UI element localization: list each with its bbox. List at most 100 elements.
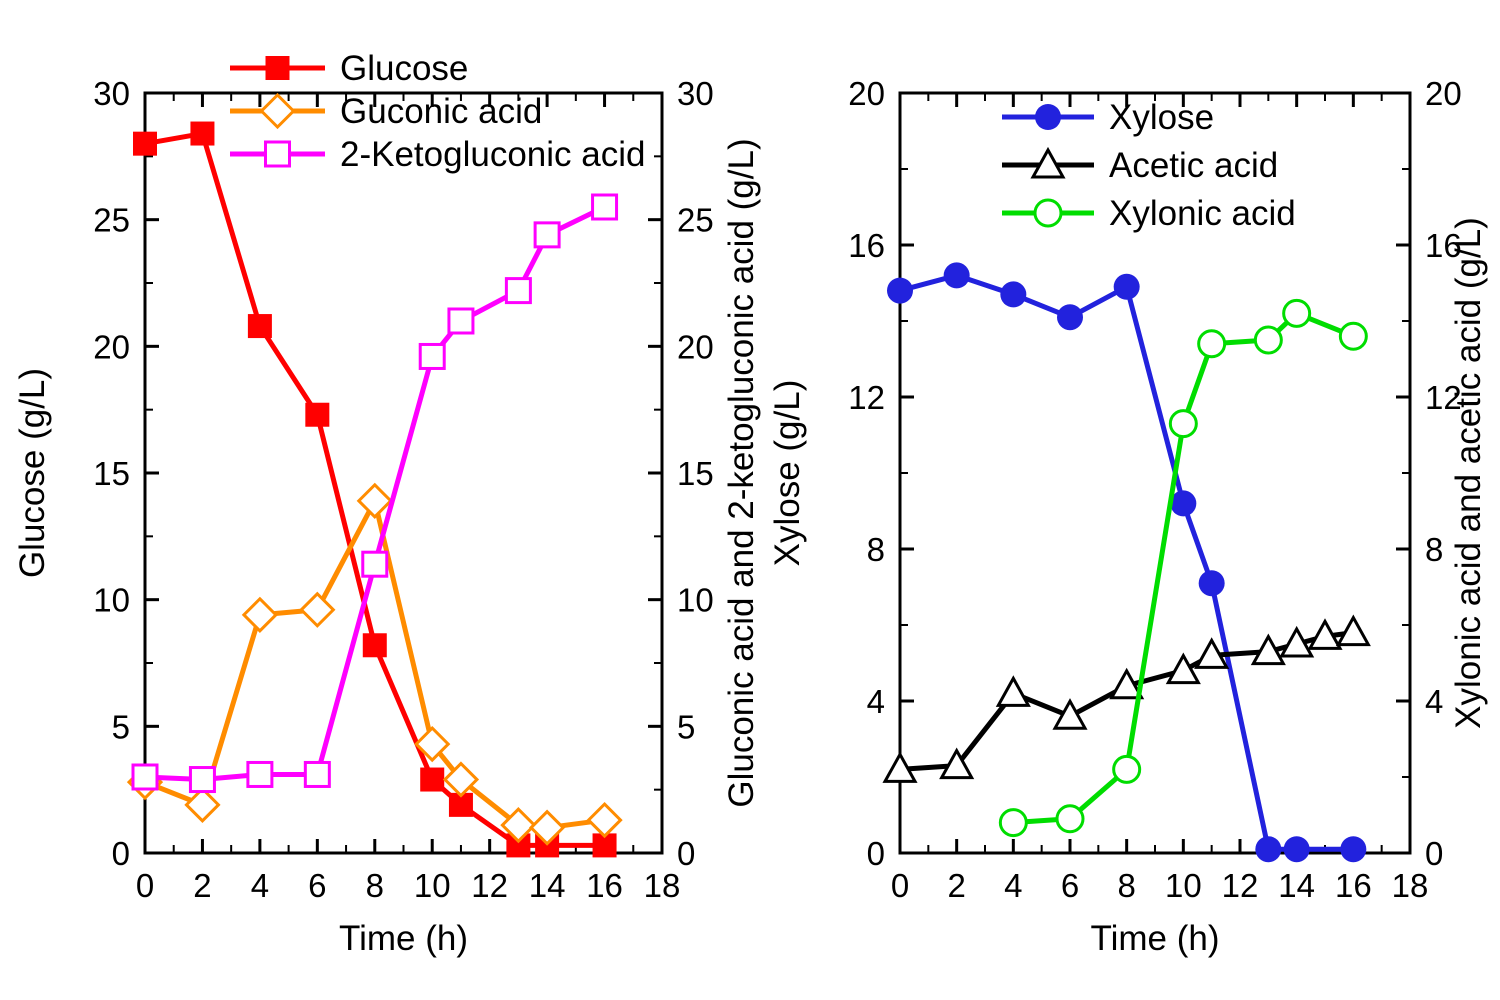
marker-triangle-open — [1109, 667, 1145, 700]
x-tick-label: 16 — [586, 867, 623, 904]
marker-square-filled — [247, 314, 272, 339]
marker-square-open — [131, 763, 159, 791]
legend-label: Glucose — [340, 49, 468, 88]
y-axis-title-right: Xylonic acid and acetic acid (g/L) — [1449, 217, 1488, 729]
marker-circle-open — [998, 808, 1028, 838]
marker-diamond-open — [259, 92, 296, 130]
series-line — [1010, 310, 1356, 826]
marker-square-filled — [133, 131, 157, 156]
marker-circle-filled — [1035, 104, 1061, 130]
y-tick-label-left: 10 — [93, 582, 130, 619]
marker-diamond-open — [299, 591, 336, 628]
y-tick-label-right: 20 — [677, 328, 714, 365]
series-line — [897, 272, 1356, 852]
marker-square-open — [303, 760, 331, 788]
marker-circle-open — [1168, 409, 1198, 439]
legend-item-2-ketogluconic-acid: 2-Ketogluconic acid — [230, 135, 645, 174]
marker-square-filled — [362, 633, 387, 658]
x-tick-label: 0 — [136, 867, 154, 904]
marker-circle-filled — [1000, 281, 1027, 308]
y-tick-label-left: 8 — [867, 531, 885, 568]
y-tick-label-right: 30 — [677, 75, 714, 112]
marker-triangle-open — [939, 747, 975, 780]
marker-circle-filled — [1255, 836, 1282, 863]
marker-diamond-open — [414, 725, 451, 763]
marker-square-open — [418, 342, 446, 370]
marker-circle-filled — [1340, 836, 1367, 863]
series-xylose — [887, 262, 1367, 863]
marker-square-open — [591, 193, 619, 221]
y-tick-label-left: 20 — [848, 75, 885, 112]
series-line — [142, 131, 608, 848]
legend-label: 2-Ketogluconic acid — [340, 135, 645, 174]
y-axis-title-left: Xylose (g/L) — [768, 380, 807, 567]
y-tick-label-right: 25 — [677, 202, 714, 239]
marker-circle-filled — [1057, 304, 1083, 331]
x-tick-label: 14 — [1278, 867, 1315, 904]
legend: Glucose Guconic acid 2-Ketogluconic acid — [230, 49, 645, 174]
legend-item-acetic-acid: Acetic acid — [1002, 146, 1278, 185]
y-tick-label-right: 16 — [1425, 227, 1462, 264]
x-tick-label: 8 — [366, 867, 384, 904]
y-tick-label-left: 5 — [112, 708, 130, 745]
series-line — [142, 204, 608, 783]
marker-square-filled — [305, 402, 330, 427]
legend-label: Guconic acid — [340, 92, 542, 131]
y-tick-label-left: 15 — [93, 455, 130, 492]
marker-circle-filled — [943, 262, 970, 289]
marker-circle-filled — [1283, 836, 1310, 863]
x-tick-label: 0 — [891, 867, 909, 904]
x-tick-label: 18 — [1392, 867, 1429, 904]
x-tick-label: 12 — [471, 867, 508, 904]
series-acetic-acid — [882, 614, 1371, 783]
marker-circle-open — [1282, 298, 1312, 328]
x-tick-label: 4 — [251, 867, 269, 904]
y-axis-title-right: Gluconic acid and 2-ketogluconic acid (g… — [722, 138, 761, 807]
y-tick-label-right: 8 — [1425, 531, 1443, 568]
y-tick-label-left: 30 — [93, 75, 130, 112]
marker-square-open — [533, 221, 561, 249]
y-tick-label-right: 4 — [1425, 683, 1443, 720]
x-axis-title: Time (h) — [1091, 919, 1220, 958]
x-tick-label: 10 — [1165, 867, 1202, 904]
x-tick-label: 14 — [529, 867, 566, 904]
marker-circle-open — [1112, 754, 1142, 784]
series-xylonic-acid — [998, 298, 1368, 838]
x-tick-label: 10 — [414, 867, 451, 904]
legend-label: Acetic acid — [1109, 146, 1278, 185]
marker-circle-filled — [887, 277, 913, 304]
marker-triangle-open — [1165, 652, 1201, 685]
x-tick-label: 16 — [1335, 867, 1372, 904]
marker-triangle-open — [995, 675, 1031, 707]
marker-diamond-open — [528, 809, 566, 846]
marker-triangle-open — [1279, 625, 1315, 658]
y-tick-label-left: 16 — [848, 227, 885, 264]
marker-circle-open — [1055, 804, 1085, 834]
plot-frame — [898, 91, 1412, 855]
x-tick-label: 12 — [1222, 867, 1259, 904]
marker-circle-filled — [1198, 570, 1225, 597]
y-tick-label-right: 15 — [677, 455, 714, 492]
marker-circle-open — [1338, 321, 1368, 351]
y-tick-label-left: 4 — [867, 683, 885, 720]
marker-diamond-open — [184, 786, 221, 823]
legend-item-xylose: Xylose — [1002, 98, 1214, 137]
y-tick-label-right: 0 — [677, 835, 695, 872]
marker-circle-filled — [1113, 273, 1140, 300]
marker-diamond-open — [442, 761, 480, 798]
y-tick-label-left: 25 — [93, 202, 130, 239]
y-tick-label-left: 12 — [848, 379, 885, 416]
legend: Xylose Acetic acid Xylonic acid — [1002, 98, 1296, 233]
legend-label: Xylose — [1109, 98, 1214, 137]
marker-square-open — [361, 550, 389, 578]
y-tick-label-left: 20 — [93, 328, 130, 365]
marker-square-open — [504, 277, 532, 305]
plot-frame — [143, 91, 664, 855]
marker-square-filled — [420, 767, 445, 792]
series-guconic-acid — [126, 482, 623, 846]
marker-circle-open — [1033, 198, 1063, 228]
marker-diamond-open — [241, 596, 279, 633]
